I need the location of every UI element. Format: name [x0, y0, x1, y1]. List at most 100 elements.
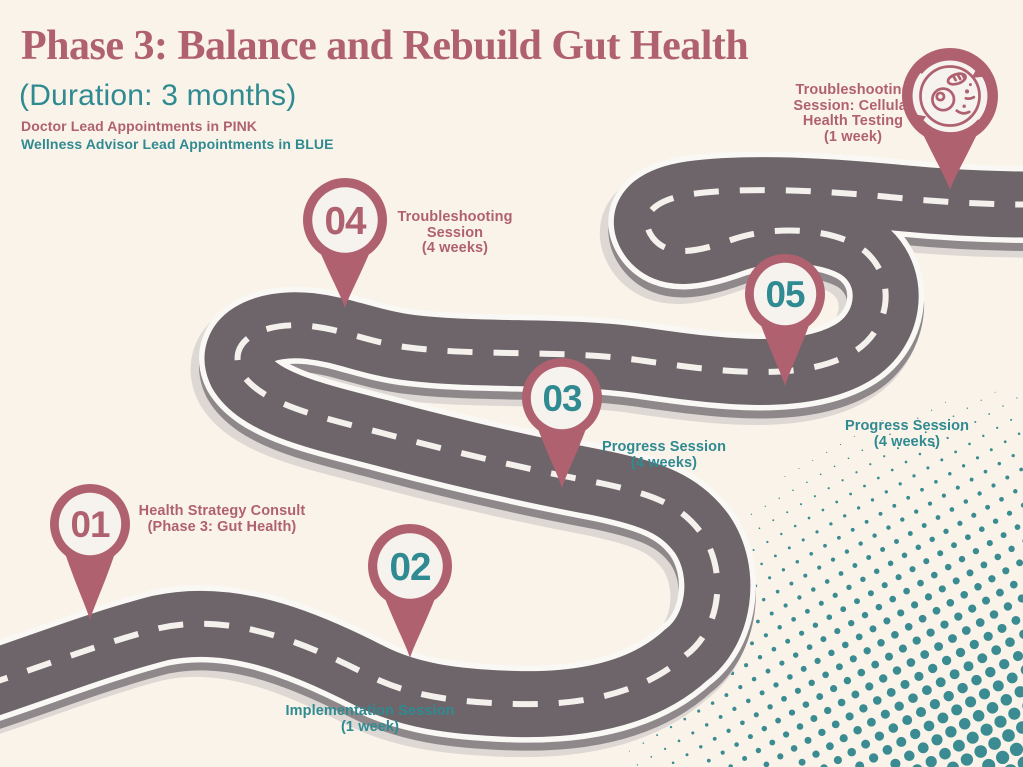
halftone-dot [761, 725, 768, 732]
pin-number: 04 [325, 200, 367, 243]
halftone-dot [955, 485, 960, 490]
halftone-dot [921, 523, 927, 528]
halftone-dot [886, 687, 896, 697]
halftone-dot [1016, 559, 1023, 567]
halftone-dot [796, 723, 804, 730]
halftone-dot [928, 663, 938, 674]
halftone-dot [971, 674, 982, 686]
halftone-dot [1005, 764, 1017, 767]
halftone-dot [935, 515, 941, 520]
halftone-dot [817, 565, 822, 570]
halftone-dot [981, 596, 991, 605]
halftone-dot [838, 571, 844, 576]
halftone-dot [742, 756, 748, 761]
halftone-dot [947, 761, 959, 767]
halftone-dot [1000, 694, 1013, 706]
halftone-dot [958, 555, 966, 563]
halftone-dot [782, 731, 790, 738]
halftone-dot [889, 433, 891, 436]
halftone-dot [752, 548, 755, 552]
halftone-dot [1005, 475, 1010, 480]
halftone-dot [972, 710, 985, 722]
pin-tail [757, 314, 813, 386]
halftone-dot [969, 639, 979, 650]
halftone-dot [1003, 602, 1013, 611]
halftone-dot [800, 665, 807, 672]
milestone-pins: 01 02 03 04 05 [50, 48, 998, 658]
milestone-pin-02: 02 [368, 524, 452, 658]
halftone-dot [982, 758, 996, 767]
milestone-pin-03: 03 [522, 358, 602, 488]
halftone-dot [793, 524, 797, 528]
halftone-dot [847, 747, 856, 757]
halftone-dot [906, 658, 916, 667]
halftone-dot [972, 547, 980, 555]
halftone-dot [992, 680, 1004, 692]
halftone-dot [945, 726, 957, 738]
halftone-dot [988, 413, 991, 415]
halftone-dot [869, 463, 872, 466]
label-line: Health Testing [802, 113, 904, 129]
halftone-dot [628, 750, 630, 752]
halftone-dot [768, 576, 772, 580]
halftone-dot [832, 592, 838, 598]
halftone-dot [898, 644, 907, 653]
halftone-dot [900, 679, 910, 689]
halftone-dot [968, 604, 977, 613]
halftone-dot [812, 622, 819, 628]
milestone-pin-04: 04 [303, 178, 387, 308]
halftone-dot [924, 593, 933, 601]
halftone-dot [943, 528, 949, 534]
halftone-dot [912, 764, 923, 767]
halftone-dot [931, 734, 943, 746]
halftone-dot [1002, 405, 1004, 407]
halftone-dot [855, 633, 863, 641]
halftone-dot [978, 526, 985, 533]
halftone-dot [848, 619, 855, 627]
halftone-dot [706, 758, 711, 763]
halftone-dot [873, 568, 880, 575]
halftone-dot [786, 511, 789, 514]
halftone-dot [892, 503, 897, 508]
halftone-dot [750, 641, 754, 646]
halftone-dot [828, 649, 835, 657]
milestone-pin-05: 05 [745, 254, 825, 386]
halftone-dot [895, 574, 902, 581]
halftone-dot [699, 745, 703, 749]
halftone-dot [866, 717, 876, 727]
halftone-dot [769, 739, 776, 746]
label-line: (4 weeks) [421, 240, 489, 256]
halftone-dot [792, 652, 799, 658]
halftone-dot [890, 758, 901, 767]
halftone-dot [819, 473, 822, 476]
halftone-dot [772, 519, 775, 522]
pin-number: 05 [766, 274, 805, 315]
halftone-dot [777, 753, 784, 760]
halftone-dot [806, 644, 813, 650]
halftone-dot [1016, 721, 1023, 734]
halftone-dot [876, 476, 880, 480]
halftone-dot [925, 756, 937, 767]
halftone-dot [1020, 665, 1023, 675]
halftone-dot [938, 585, 946, 593]
halftone-dot [860, 576, 866, 583]
halftone-dot [790, 745, 798, 752]
halftone-dot [835, 663, 843, 671]
halftone-dot [791, 616, 796, 622]
halftone-dot [816, 693, 824, 701]
halftone-dot [961, 626, 971, 635]
halftone-dot [804, 736, 812, 744]
halftone-dot [910, 439, 913, 442]
halftone-dot [851, 690, 860, 699]
halftone-dot [903, 587, 910, 595]
halftone-dot [767, 704, 773, 710]
pin-number: 01 [71, 504, 110, 545]
halftone-dot [988, 575, 996, 583]
halftone-dot [826, 742, 834, 751]
halftone-dot [775, 589, 780, 594]
halftone-dot [980, 723, 993, 736]
halftone-dot [852, 563, 858, 568]
halftone-dot [989, 610, 999, 619]
halftone-dot [861, 739, 871, 749]
halftone-dot [656, 734, 659, 737]
